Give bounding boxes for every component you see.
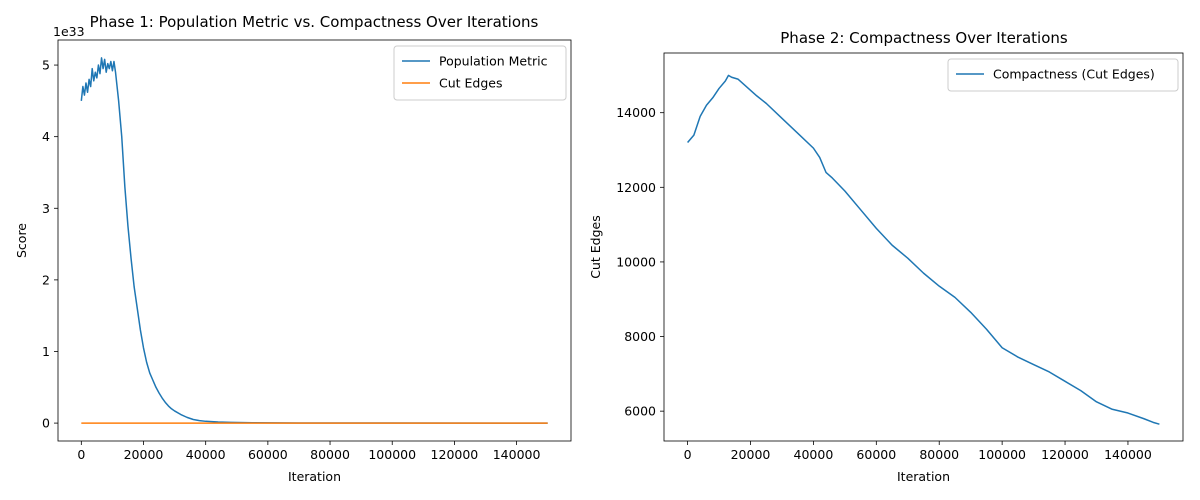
x-tick-label: 120000 bbox=[431, 447, 479, 462]
series-line-0 bbox=[80, 57, 548, 424]
y-axis-label: Cut Edges bbox=[588, 215, 603, 279]
x-axis-label: Iteration bbox=[288, 469, 341, 484]
x-tick-label: 80000 bbox=[310, 447, 350, 462]
x-tick-label: 60000 bbox=[248, 447, 288, 462]
x-tick-label: 0 bbox=[684, 447, 692, 462]
legend-label: Cut Edges bbox=[439, 76, 503, 91]
x-tick-label: 80000 bbox=[919, 447, 959, 462]
y-tick-label: 2 bbox=[42, 272, 50, 287]
legend-label: Population Metric bbox=[439, 54, 548, 69]
axes-frame bbox=[57, 39, 572, 442]
legend-label: Compactness (Cut Edges) bbox=[993, 67, 1155, 82]
x-tick-label: 120000 bbox=[1041, 447, 1089, 462]
y-tick-label: 8000 bbox=[624, 329, 656, 344]
y-axis-label: Score bbox=[14, 223, 29, 258]
y-tick-label: 0 bbox=[42, 416, 50, 431]
x-tick-label: 0 bbox=[77, 447, 85, 462]
x-tick-label: 100000 bbox=[978, 447, 1026, 462]
chart-title: Phase 1: Population Metric vs. Compactne… bbox=[90, 13, 539, 31]
y-tick-label: 14000 bbox=[616, 105, 656, 120]
x-tick-label: 140000 bbox=[493, 447, 541, 462]
axis-offset-label: 1e33 bbox=[53, 24, 85, 39]
legend: Compactness (Cut Edges) bbox=[947, 58, 1179, 92]
x-tick-label: 140000 bbox=[1104, 447, 1152, 462]
x-tick-label: 60000 bbox=[856, 447, 896, 462]
x-tick-label: 40000 bbox=[794, 447, 834, 462]
y-tick-label: 4 bbox=[42, 129, 50, 144]
y-tick-label: 3 bbox=[42, 201, 50, 216]
legend: Population Metric Cut Edges bbox=[393, 45, 567, 101]
y-tick-label: 6000 bbox=[624, 404, 656, 419]
x-tick-label: 20000 bbox=[124, 447, 164, 462]
y-tick-label: 10000 bbox=[616, 254, 656, 269]
x-tick-label: 100000 bbox=[368, 447, 416, 462]
x-axis-label: Iteration bbox=[897, 469, 950, 484]
y-tick-label: 5 bbox=[42, 58, 50, 73]
phase2-chart: Phase 2: Compactness Over Iterations 0 200… bbox=[588, 29, 1184, 484]
x-tick-label: 40000 bbox=[186, 447, 226, 462]
x-tick-label: 20000 bbox=[731, 447, 771, 462]
phase1-chart: Phase 1: Population Metric vs. Compactne… bbox=[14, 13, 572, 484]
y-tick-label: 1 bbox=[42, 344, 50, 359]
axes-frame bbox=[663, 52, 1184, 442]
legend-box bbox=[947, 58, 1179, 92]
y-tick-label: 12000 bbox=[616, 180, 656, 195]
legend-box bbox=[393, 45, 567, 101]
series-line-0 bbox=[687, 74, 1160, 425]
chart-title: Phase 2: Compactness Over Iterations bbox=[780, 29, 1068, 47]
